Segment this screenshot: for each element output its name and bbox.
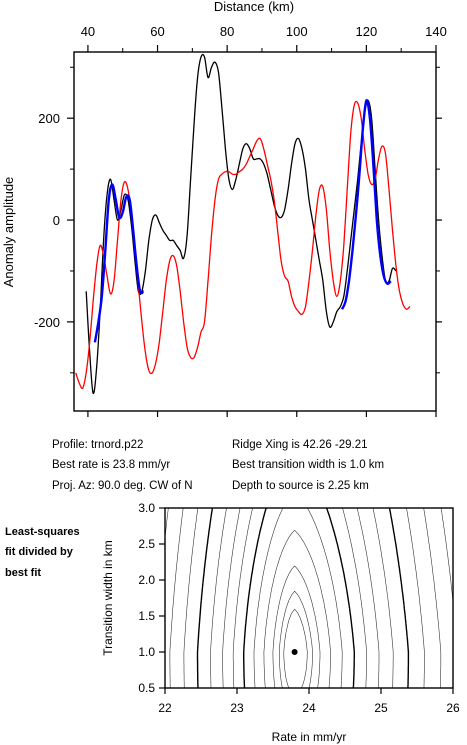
- transition-width-axis-label: Transition width in km: [101, 540, 115, 656]
- contour-line: [164, 507, 454, 602]
- rate-tick-label: 23: [230, 701, 244, 715]
- x-tick-label: 60: [150, 24, 164, 39]
- rate-tick-label: 26: [446, 701, 460, 715]
- distance-axis-label: Distance (km): [214, 0, 294, 14]
- side-note-line-1: Least-squares: [5, 526, 80, 538]
- y-tick-label: 200: [38, 111, 60, 126]
- rate-axis-label: Rate in mm/yr: [272, 730, 347, 744]
- side-note-line-2: fit divided by: [5, 546, 74, 558]
- fit-window-series-line: [93, 183, 145, 343]
- contour-line: [232, 507, 367, 689]
- model-series-line: [75, 100, 411, 390]
- contour-line: [243, 507, 355, 689]
- top-chart-series: [75, 53, 411, 395]
- rate-tick-label: 22: [158, 701, 172, 715]
- best-rate-text: Best rate is 23.8 mm/yr: [52, 459, 170, 471]
- observed-series-line: [85, 53, 397, 395]
- x-tick-label: 140: [425, 24, 447, 39]
- amplitude-axis-label: Anomaly amplitude: [1, 177, 16, 288]
- x-tick-label: 120: [356, 24, 378, 39]
- info-block: Profile: trnord.p22 Best rate is 23.8 mm…: [52, 439, 384, 492]
- fit-window-series-line: [340, 99, 392, 310]
- width-tick-label: 1.0: [138, 645, 155, 659]
- top-chart-ticks: 40 60 80 100 120 140 -200 0 200: [34, 24, 447, 417]
- width-tick-label: 2.0: [138, 573, 155, 587]
- width-tick-label: 2.5: [138, 537, 155, 551]
- profile-text: Profile: trnord.p22: [52, 439, 143, 451]
- contour-line: [196, 507, 410, 689]
- contour-line: [210, 507, 394, 689]
- rate-tick-label: 24: [302, 701, 316, 715]
- projection-azimuth-text: Proj. Az: 90.0 deg. CW of N: [52, 480, 193, 492]
- y-tick-label: -200: [34, 315, 60, 330]
- depth-to-source-text: Depth to source is 2.25 km: [232, 480, 369, 492]
- width-tick-label: 0.5: [138, 681, 155, 695]
- contour-line: [263, 530, 331, 689]
- contour-line: [169, 507, 442, 689]
- contour-line: [253, 507, 343, 689]
- width-tick-label: 1.5: [138, 609, 155, 623]
- ridge-crossing-text: Ridge Xing is 42.26 -29.21: [232, 439, 368, 451]
- contour-line: [272, 565, 321, 689]
- anomaly-profile-chart: Distance (km) Anomaly amplitude 40 60 80 10…: [1, 0, 447, 417]
- contour-line: [283, 608, 308, 689]
- best-fit-marker: [291, 649, 298, 655]
- x-tick-label: 80: [220, 24, 234, 39]
- top-plot-frame: [73, 51, 437, 412]
- rate-tick-label: 25: [374, 701, 388, 715]
- x-tick-label: 100: [286, 24, 308, 39]
- contour-line: [279, 591, 313, 689]
- contour-line: [183, 507, 425, 689]
- best-transition-text: Best transition width is 1.0 km: [232, 459, 384, 471]
- contour-lines: [164, 507, 454, 689]
- side-note-line-3: best fit: [5, 567, 41, 579]
- side-note: Least-squares fit divided by best fit: [5, 526, 80, 579]
- bottom-chart-ticks: 22 23 24 25 26 0.5 1.0 1.5 2.0 2.5 3.0: [138, 501, 460, 715]
- misfit-contour-chart: 22 23 24 25 26 0.5 1.0 1.5 2.0 2.5 3.0 Rate in mm/…: [101, 501, 460, 744]
- width-tick-label: 3.0: [138, 501, 155, 515]
- y-tick-label: 0: [53, 213, 60, 228]
- contour-line: [222, 507, 380, 689]
- x-tick-label: 40: [81, 24, 95, 39]
